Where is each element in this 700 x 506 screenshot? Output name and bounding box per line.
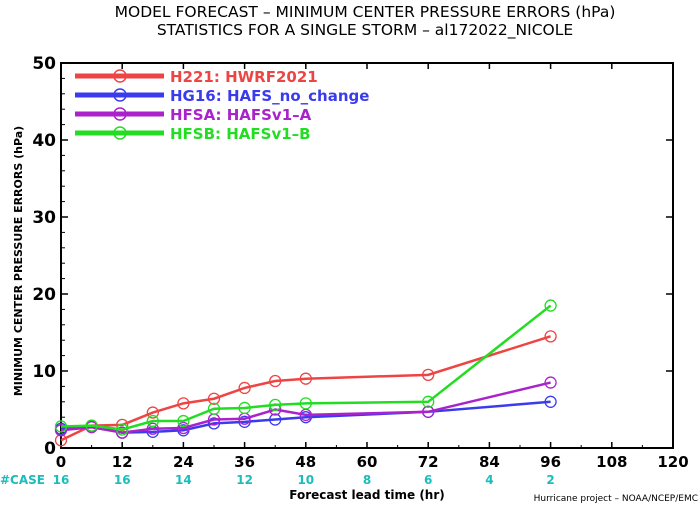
data-point: [207, 402, 221, 415]
series-line: [60, 400, 551, 434]
plot-frame: [60, 62, 674, 449]
case-count: 6: [424, 473, 432, 487]
data-point: [269, 398, 282, 412]
data-point: [238, 401, 251, 415]
data-point: [544, 330, 557, 343]
case-count: 2: [546, 473, 554, 487]
case-count: 16: [53, 473, 70, 487]
legend-label: H221: HWRF2021: [170, 68, 318, 86]
x-tick-label: 0: [56, 453, 66, 471]
data-point: [85, 419, 98, 432]
legend-entry: HG16: HAFS_no_change: [75, 87, 369, 105]
x-axis-label: Forecast lead time (hr): [289, 488, 445, 502]
data-point: [177, 397, 190, 410]
credit-text: Hurricane project – NOAA/NCEP/EMC: [534, 494, 698, 504]
legend-marker: [113, 88, 127, 102]
case-count: 10: [297, 473, 314, 487]
y-tick-label: 10: [32, 362, 56, 382]
case-count: 8: [363, 473, 371, 487]
legend-entry: HFSB: HAFSv1–B: [75, 125, 311, 143]
legend-marker: [113, 126, 127, 140]
data-point: [146, 422, 159, 435]
y-tick-label: 0: [44, 439, 56, 459]
data-point: [544, 395, 557, 408]
data-point: [299, 397, 312, 410]
legend-entry: H221: HWRF2021: [75, 68, 318, 86]
data-point: [269, 374, 282, 388]
legend-marker: [113, 69, 127, 83]
series-line: [60, 335, 551, 442]
y-tick-label: 20: [32, 285, 56, 305]
x-tick-label: 60: [357, 453, 378, 471]
x-tick-label: 96: [540, 453, 561, 471]
data-point: [146, 406, 159, 419]
x-tick-label: 36: [234, 453, 255, 471]
case-count: 4: [485, 473, 493, 487]
y-tick-label: 50: [32, 54, 56, 74]
y-tick-label: 30: [32, 208, 56, 228]
x-tick-label: 48: [295, 453, 316, 471]
data-point: [54, 420, 68, 433]
data-point: [238, 381, 251, 395]
data-point: [116, 423, 129, 436]
x-tick-label: 72: [418, 453, 439, 471]
data-point: [116, 426, 129, 439]
data-point: [269, 413, 282, 426]
legend-entry: HFSA: HAFSv1–A: [75, 106, 312, 124]
series-hfsb: [54, 299, 557, 436]
chart-title: MODEL FORECAST – MINIMUM CENTER PRESSURE…: [115, 3, 616, 21]
data-point: [54, 424, 68, 437]
data-point: [544, 299, 557, 312]
case-label: #CASE: [0, 473, 45, 487]
x-tick-label: 84: [479, 453, 500, 471]
data-point: [238, 415, 251, 428]
x-tick-label: 108: [596, 453, 627, 471]
legend-label: HFSA: HAFSv1–A: [170, 106, 312, 124]
legend-marker: [113, 107, 127, 121]
legend-label: HG16: HAFS_no_change: [170, 87, 369, 105]
data-point: [299, 372, 312, 385]
x-tick-label: 24: [173, 453, 194, 471]
legend-label: HFSB: HAFSv1–B: [170, 125, 311, 143]
x-tick-label: 120: [657, 453, 688, 471]
chart-subtitle: STATISTICS FOR A SINGLE STORM – al172022…: [157, 21, 573, 40]
series-h221: [54, 330, 557, 447]
data-point: [177, 421, 190, 435]
y-tick-label: 40: [32, 131, 56, 151]
case-count: 16: [114, 473, 131, 487]
x-tick-label: 12: [112, 453, 133, 471]
data-point: [422, 368, 435, 382]
series-line: [60, 304, 552, 431]
data-point: [422, 395, 435, 408]
series-line: [60, 381, 551, 434]
y-axis-label: MINIMUM CENTER PRESSURE ERRORS (hPa): [12, 126, 25, 396]
case-count: 12: [236, 473, 253, 487]
data-point: [544, 376, 557, 389]
case-count: 14: [175, 473, 192, 487]
data-point: [207, 417, 221, 430]
data-point: [146, 414, 159, 428]
data-point: [422, 405, 435, 418]
data-point: [207, 392, 221, 405]
data-point: [177, 414, 190, 428]
